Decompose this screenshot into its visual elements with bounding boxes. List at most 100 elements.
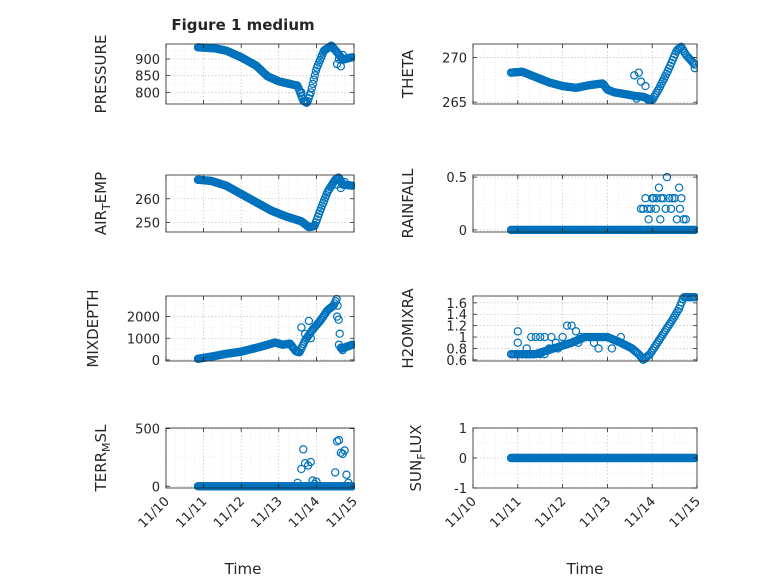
data-point bbox=[571, 327, 581, 336]
y-tick-label: 0 bbox=[152, 354, 160, 369]
data-point bbox=[551, 338, 561, 347]
data-point bbox=[646, 204, 656, 213]
data-point bbox=[333, 301, 342, 310]
data-point bbox=[340, 177, 349, 187]
data-point bbox=[513, 338, 523, 347]
y-tick-label: 265 bbox=[442, 96, 467, 111]
data-point bbox=[677, 194, 686, 203]
data-point bbox=[553, 344, 563, 353]
axes-box bbox=[165, 295, 355, 362]
data-point bbox=[598, 332, 608, 342]
data-point bbox=[344, 478, 353, 488]
y-tick-label: 0 bbox=[459, 452, 467, 467]
data-point bbox=[681, 215, 691, 224]
x-axis-label-left: Time bbox=[224, 560, 262, 578]
data-point bbox=[309, 222, 319, 231]
data-point bbox=[576, 332, 585, 342]
data-point bbox=[338, 345, 347, 355]
y-axis-label: PRESSURE bbox=[92, 35, 110, 114]
data-point bbox=[540, 349, 549, 359]
y-tick-label: 900 bbox=[135, 53, 160, 68]
data-point bbox=[666, 204, 676, 213]
y-tick-label: 1000 bbox=[127, 332, 160, 347]
data-series bbox=[193, 435, 355, 491]
data-point bbox=[347, 181, 355, 190]
data-point bbox=[310, 71, 320, 80]
data-point bbox=[690, 292, 698, 302]
y-tick-label: 1.2 bbox=[446, 320, 467, 335]
data-point bbox=[659, 194, 668, 203]
y-tick-label: 0.5 bbox=[446, 171, 467, 186]
data-point bbox=[674, 44, 683, 53]
data-point bbox=[338, 50, 347, 60]
data-point bbox=[300, 329, 310, 339]
data-point bbox=[644, 215, 653, 224]
y-tick-label: 1 bbox=[459, 331, 467, 346]
data-point bbox=[690, 453, 698, 463]
data-point bbox=[531, 332, 540, 342]
data-point bbox=[342, 470, 351, 479]
subplot-mixdepth: 0 1000 2000 MIXDEPTH bbox=[84, 289, 355, 369]
data-point bbox=[297, 323, 306, 332]
data-point bbox=[536, 349, 545, 359]
y-tick-label: 800 bbox=[135, 86, 160, 101]
data-series bbox=[506, 453, 698, 463]
data-point bbox=[665, 194, 674, 203]
data-point bbox=[666, 317, 676, 327]
data-point bbox=[632, 94, 641, 103]
data-point bbox=[654, 183, 664, 192]
axes-box bbox=[165, 174, 355, 233]
figure-title: Figure 1 medium bbox=[171, 16, 314, 34]
data-point bbox=[331, 468, 340, 477]
y-tick-label: 1 bbox=[459, 422, 467, 437]
y-axis-label: TERRMSL bbox=[92, 424, 113, 493]
data-point bbox=[567, 321, 576, 330]
y-tick-label: -1 bbox=[454, 482, 467, 497]
y-axis-label: SUNFLUX bbox=[407, 425, 428, 492]
y-tick-label: 2000 bbox=[127, 311, 160, 326]
x-axis-label-right: Time bbox=[566, 560, 604, 578]
data-point bbox=[310, 479, 319, 489]
data-point bbox=[656, 194, 666, 203]
subplot-h2omixra: 0.60.811.21.41.6 H2OMIXRA bbox=[399, 288, 698, 369]
data-point bbox=[522, 344, 531, 353]
data-point bbox=[299, 445, 308, 454]
y-tick-label: 850 bbox=[135, 70, 160, 85]
data-point bbox=[656, 215, 665, 224]
data-point bbox=[589, 338, 599, 347]
axes-box bbox=[165, 427, 355, 489]
data-point bbox=[643, 95, 652, 104]
y-axis-label: THETA bbox=[399, 49, 417, 99]
data-point bbox=[336, 183, 346, 193]
data-point bbox=[661, 204, 670, 213]
y-tick-label: 0.8 bbox=[446, 342, 467, 357]
data-point bbox=[332, 437, 342, 446]
data-point bbox=[340, 446, 349, 455]
data-point bbox=[306, 457, 315, 467]
data-point bbox=[651, 204, 660, 213]
data-point bbox=[308, 79, 318, 89]
data-point bbox=[690, 225, 698, 235]
y-axis-label: H2OMIXRA bbox=[399, 288, 417, 369]
data-point bbox=[643, 225, 652, 235]
data-point bbox=[636, 77, 646, 86]
data-point bbox=[309, 75, 319, 84]
data-point bbox=[585, 332, 594, 342]
axes-box bbox=[472, 43, 698, 105]
y-tick-label: 0.6 bbox=[446, 354, 467, 369]
data-point bbox=[297, 464, 306, 474]
y-tick-label: 250 bbox=[135, 217, 160, 232]
y-tick-label: 0 bbox=[152, 480, 160, 495]
data-point bbox=[630, 71, 639, 80]
data-point bbox=[307, 83, 316, 93]
y-axis-label: AIRTEMP bbox=[92, 172, 113, 235]
data-point bbox=[347, 340, 355, 349]
data-point bbox=[544, 344, 554, 353]
data-point bbox=[634, 68, 643, 77]
data-point bbox=[336, 62, 346, 71]
data-point bbox=[676, 42, 686, 51]
data-point bbox=[302, 98, 311, 107]
data-point bbox=[306, 334, 315, 343]
axes-box bbox=[472, 174, 698, 233]
data-point bbox=[594, 344, 603, 353]
